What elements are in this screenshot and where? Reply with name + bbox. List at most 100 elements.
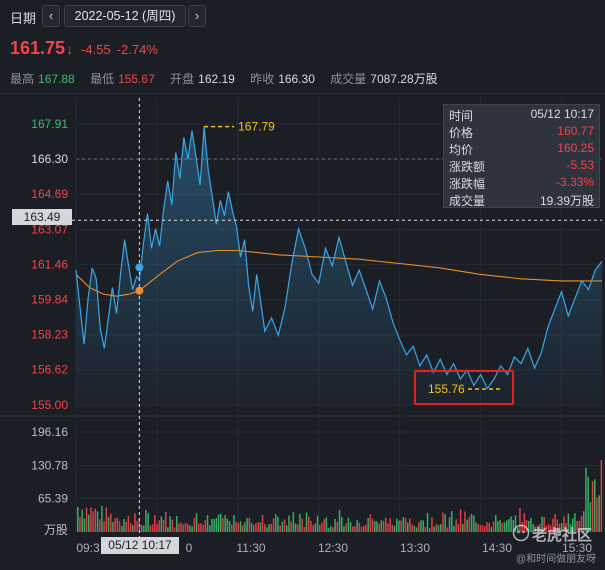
volume-bar [125, 521, 127, 532]
volume-bar [118, 521, 121, 532]
volume-bar [288, 515, 290, 532]
volume-bar [389, 518, 391, 532]
volume-bar [103, 521, 105, 532]
volume-bar [506, 520, 508, 532]
volume-bar [534, 526, 537, 532]
price-tick-label: 163.07 [31, 222, 68, 236]
volume-bar [209, 525, 211, 532]
volume-bar [404, 518, 407, 532]
volume-bar [583, 511, 585, 532]
volume-bar [572, 518, 574, 532]
volume-bar [299, 513, 301, 532]
volume-bar [464, 511, 466, 532]
volume-bar [503, 522, 506, 532]
volume-bar [424, 526, 427, 532]
volume-bar [473, 515, 475, 532]
volume-bar [352, 526, 354, 532]
stat-low: 最低 155.67 [90, 72, 155, 86]
volume-bar [420, 520, 422, 532]
volume-bar [206, 514, 209, 532]
volume-bar [451, 511, 453, 532]
volume-bar [514, 515, 517, 532]
stats-row: 最高 167.88 最低 155.67 开盘 162.19 昨收 166.30 成交量 7… [10, 70, 450, 87]
series-average-line [75, 249, 602, 297]
price-change-percent: -2.74% [116, 42, 158, 57]
prev-day-button[interactable]: ‹ [42, 5, 60, 27]
volume-bar [129, 523, 132, 532]
volume-bars [77, 459, 603, 532]
volume-bar [543, 517, 545, 532]
volume-bar [314, 523, 317, 532]
volume-bar [398, 520, 400, 532]
annotations: 167.79 155.76 [204, 120, 500, 396]
volume-bar [213, 519, 215, 532]
volume-bar [512, 519, 515, 532]
volume-bar [81, 509, 83, 532]
volume-bar [255, 523, 257, 532]
volume-bar [523, 513, 526, 532]
volume-bar [239, 521, 242, 532]
volume-bar [479, 525, 482, 532]
volume-bar [292, 512, 295, 532]
volume-bar [492, 521, 495, 532]
next-day-button[interactable]: › [188, 5, 206, 27]
crosshair-price-label: 163.49 [12, 209, 72, 225]
volume-bar [310, 520, 312, 532]
volume-bar [259, 522, 262, 532]
intraday-chart[interactable]: 167.91 166.30 164.69 163.07 161.46 159.84 158.… [0, 94, 605, 570]
volume-bar [363, 525, 365, 532]
volume-bar [211, 518, 213, 532]
volume-bar [151, 524, 154, 532]
volume-bar [517, 527, 519, 532]
volume-bar [156, 523, 158, 532]
volume-bar [435, 524, 438, 532]
volume-bar [283, 519, 286, 532]
tooltip-row-average: 均价 160.25 [449, 141, 594, 157]
volume-bar [290, 521, 292, 532]
date-picker[interactable]: 2022-05-12 (周四) [64, 5, 186, 27]
volume-bar [475, 522, 477, 532]
volume-bar [231, 524, 233, 532]
volume-bar [195, 512, 198, 532]
volume-bar [312, 525, 314, 532]
volume-bar [413, 525, 416, 532]
volume-bar [101, 505, 103, 532]
volume-bar [184, 522, 187, 532]
volume-bar [457, 523, 460, 532]
volume-bar [552, 518, 554, 532]
volume-bar [486, 522, 488, 532]
volume-bar [393, 525, 396, 532]
volume-bar [215, 518, 218, 532]
volume-bar [90, 507, 92, 532]
last-price: 161.75 [10, 38, 66, 58]
volume-bar [165, 511, 167, 532]
volume-tick-label: 196.16 [31, 425, 68, 439]
volume-bar [585, 467, 587, 532]
volume-bar [545, 525, 548, 532]
volume-bar [385, 517, 387, 532]
volume-bar [330, 526, 332, 532]
volume-bar [594, 479, 596, 532]
volume-bar [591, 481, 594, 532]
volume-bar [501, 522, 504, 532]
price-tick-label: 164.69 [31, 187, 68, 201]
volume-bar [530, 517, 532, 532]
volume-bar [228, 520, 231, 532]
volume-bar [294, 523, 297, 532]
volume-bar [528, 520, 530, 532]
volume-bar [246, 518, 248, 532]
volume-bar [578, 520, 581, 532]
volume-bar [277, 516, 279, 532]
volume-bar [261, 514, 264, 532]
volume-bar [347, 517, 350, 532]
volume-bar [94, 508, 97, 532]
volume-bar [556, 519, 559, 532]
volume-bar [88, 514, 90, 532]
volume-bar [462, 523, 464, 532]
volume-bar [83, 518, 86, 532]
volume-bar [319, 524, 321, 532]
volume-bar [468, 516, 471, 532]
volume-bar [550, 525, 552, 532]
volume-bar [77, 507, 79, 532]
volume-bar [437, 525, 440, 532]
